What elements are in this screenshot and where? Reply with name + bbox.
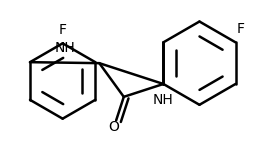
- Text: NH: NH: [153, 93, 174, 107]
- Text: O: O: [109, 120, 119, 134]
- Text: F: F: [59, 23, 67, 37]
- Text: NH: NH: [54, 41, 75, 55]
- Text: F: F: [236, 22, 245, 36]
